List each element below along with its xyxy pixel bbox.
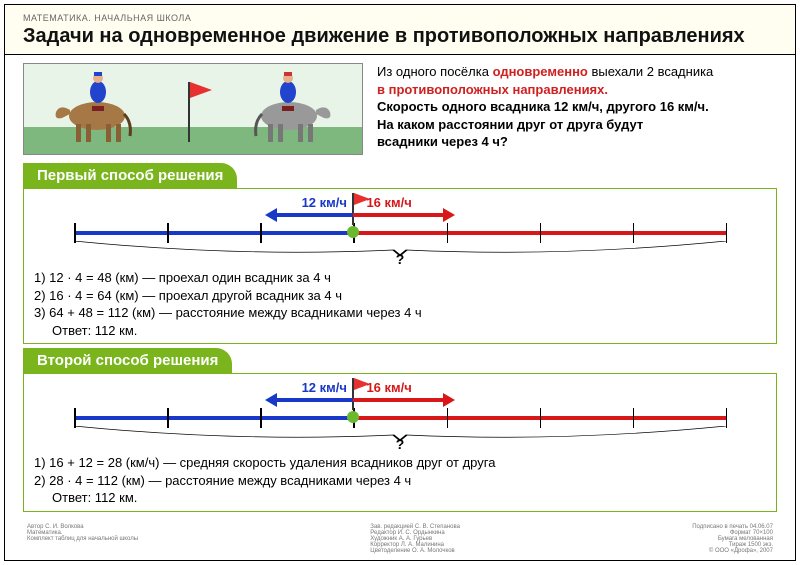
problem-l3: Скорость одного всадника 12 км/ч, другог…	[377, 99, 709, 114]
problem-l1a: Из одного посёлка	[377, 64, 493, 79]
problem-hl1: одновременно	[493, 64, 588, 79]
m2-step2: 2) 28 · 4 = 112 (км) — расстояние между …	[34, 472, 766, 490]
method2-panel: 12 км/ч16 км/ч ? 1) 16 + 12 = 28 (км/ч) …	[23, 373, 777, 512]
method2-steps: 1) 16 + 12 = 28 (км/ч) — средняя скорост…	[34, 454, 766, 507]
scene-illustration	[23, 63, 363, 155]
footer-left: Автор С. И. Волкова Математика. Комплект…	[27, 524, 138, 554]
subject-label: МАТЕМАТИКА. НАЧАЛЬНАЯ ШКОЛА	[23, 13, 777, 23]
numberline-1: 12 км/ч16 км/ч ?	[34, 195, 766, 267]
problem-l1b: выехали 2 всадника	[588, 64, 713, 79]
footer-right: Подписано в печать 04.06.07 Формат 70×10…	[692, 524, 773, 554]
problem-hl2: в противоположных направлениях.	[377, 82, 608, 97]
method1-panel: 12 км/ч16 км/ч ? 1) 12 · 4 = 48 (км) — п…	[23, 188, 777, 344]
top-row: Из одного посёлка одновременно выехали 2…	[5, 55, 795, 159]
m1-answer: Ответ: 112 км.	[34, 322, 766, 340]
qmark-1: ?	[396, 251, 405, 267]
method2-label: Второй способ решения	[23, 348, 232, 373]
rider-right-icon	[234, 72, 344, 144]
m1-step3: 3) 64 + 48 = 112 (км) — расстояние между…	[34, 304, 766, 322]
problem-l5: всадники через 4 ч?	[377, 134, 508, 149]
problem-text: Из одного посёлка одновременно выехали 2…	[377, 63, 777, 155]
footer-mid: Зав. редакцией С. В. Степанова Редактор …	[370, 524, 460, 554]
header: МАТЕМАТИКА. НАЧАЛЬНАЯ ШКОЛА Задачи на од…	[5, 5, 795, 55]
flag-icon	[188, 82, 190, 142]
m1-step1: 1) 12 · 4 = 48 (км) — проехал один всадн…	[34, 269, 766, 287]
page-title: Задачи на одновременное движение в проти…	[23, 25, 777, 48]
method1-steps: 1) 12 · 4 = 48 (км) — проехал один всадн…	[34, 269, 766, 339]
m2-answer: Ответ: 112 км.	[34, 489, 766, 507]
m2-step1: 1) 16 + 12 = 28 (км/ч) — средняя скорост…	[34, 454, 766, 472]
problem-l4: На каком расстоянии друг от друга будут	[377, 117, 643, 132]
rider-left-icon	[42, 72, 152, 144]
qmark-2: ?	[396, 436, 405, 452]
method1-label: Первый способ решения	[23, 163, 237, 188]
numberline-2: 12 км/ч16 км/ч ?	[34, 380, 766, 452]
m1-step2: 2) 16 · 4 = 64 (км) — проехал другой вса…	[34, 287, 766, 305]
footer: Автор С. И. Волкова Математика. Комплект…	[27, 524, 773, 554]
